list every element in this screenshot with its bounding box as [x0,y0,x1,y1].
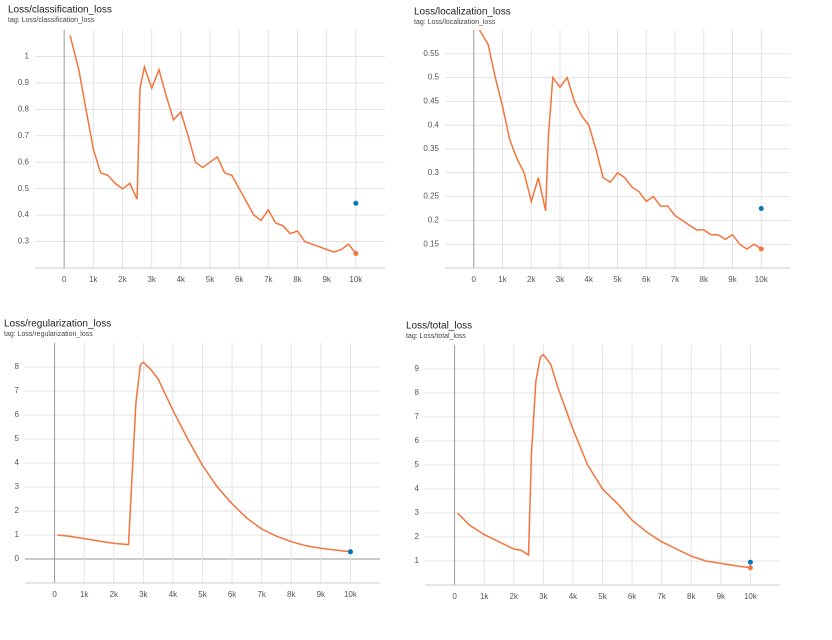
x-tick-label: 4k [177,275,186,284]
y-tick-label: 0.9 [18,78,30,87]
y-tick-label: 0.2 [428,216,440,225]
y-tick-label: 0.5 [18,184,30,193]
x-tick-label: 4k [569,592,578,601]
y-tick-label: 1 [25,52,30,61]
x-tick-label: 2k [527,275,536,284]
last-point [758,246,764,252]
y-tick-label: 6 [415,436,420,445]
x-tick-label: 2k [110,590,119,599]
y-tick-label: 3 [15,482,20,491]
y-tick-label: 5 [15,434,20,443]
y-tick-label: 0.15 [423,239,439,248]
chart-title: Loss/total_loss [406,321,472,332]
x-tick-label: 5k [198,590,207,599]
chart-subtitle: tag: Loss/total_loss [406,333,466,340]
y-tick-label: 2 [15,506,20,515]
y-tick-label: 4 [15,458,20,467]
x-tick-label: 9k [728,275,737,284]
x-tick-label: 3k [139,590,148,599]
x-tick-label: 9k [717,592,726,601]
x-tick-label: 4k [585,275,594,284]
x-tick-label: 1k [89,275,98,284]
y-tick-label: 0.55 [423,49,439,58]
x-tick-label: 10k [744,592,758,601]
last-point [353,250,359,256]
y-tick-label: 2 [415,532,420,541]
y-tick-label: 7 [415,412,420,421]
x-tick-label: 1k [480,592,489,601]
chart-title: Loss/localization_loss [414,7,511,18]
x-tick-label: 5k [613,275,622,284]
y-tick-label: 4 [415,484,420,493]
y-tick-label: 0.45 [423,97,439,106]
x-tick-label: 0 [52,590,57,599]
x-tick-label: 4k [169,590,178,599]
chart-title: Loss/regularization_loss [4,319,111,330]
y-tick-label: 0.25 [423,192,439,201]
x-tick-label: 7k [671,275,680,284]
x-tick-label: 6k [628,592,637,601]
last-point [747,565,753,571]
x-tick-label: 6k [235,275,244,284]
y-tick-label: 3 [415,508,420,517]
x-tick-label: 6k [228,590,237,599]
y-tick-label: 1 [15,530,20,539]
x-tick-label: 0 [472,275,477,284]
x-tick-label: 10k [755,275,769,284]
x-tick-label: 7k [657,592,666,601]
x-tick-label: 10k [349,275,363,284]
x-tick-label: 0 [62,275,67,284]
chart-subtitle: tag: Loss/classification_loss [8,17,95,24]
y-tick-label: 0.35 [423,144,439,153]
y-tick-label: 0.3 [18,237,30,246]
y-tick-label: 0.5 [428,73,440,82]
x-tick-label: 6k [642,275,651,284]
x-tick-label: 8k [700,275,709,284]
y-tick-label: 1 [415,556,420,565]
y-tick-label: 9 [415,364,420,373]
series-line [456,353,751,569]
chart-title: Loss/classification_loss [8,5,112,16]
y-tick-label: 0.8 [18,104,30,113]
y-tick-label: 0.6 [18,157,30,166]
series-line [478,29,762,250]
x-tick-label: 2k [118,275,127,284]
x-tick-label: 0 [452,592,457,601]
y-tick-label: 0 [15,554,20,563]
chart-subtitle: tag: Loss/regularization_loss [4,331,93,338]
x-tick-label: 9k [322,275,331,284]
x-tick-label: 3k [556,275,565,284]
x-tick-label: 10k [344,590,358,599]
y-tick-label: 8 [415,388,420,397]
x-tick-label: 1k [498,275,507,284]
x-tick-label: 8k [687,592,696,601]
chart-subtitle: tag: Loss/localization_loss [414,19,496,26]
x-tick-label: 9k [317,590,326,599]
y-tick-label: 5 [415,460,420,469]
marker-point [347,549,353,555]
x-tick-label: 8k [293,275,302,284]
y-tick-label: 0.4 [428,120,440,129]
y-tick-label: 0.7 [18,131,30,140]
x-tick-label: 3k [539,592,548,601]
y-tick-label: 6 [15,410,20,419]
series-line [57,361,351,553]
marker-point [353,200,359,206]
x-tick-label: 1k [80,590,89,599]
x-tick-label: 2k [510,592,519,601]
x-tick-label: 8k [287,590,296,599]
x-tick-label: 3k [147,275,156,284]
y-tick-label: 0.4 [18,210,30,219]
y-tick-label: 7 [15,386,20,395]
y-tick-label: 8 [15,362,20,371]
x-tick-label: 7k [264,275,273,284]
y-tick-label: 0.3 [428,168,440,177]
x-tick-label: 7k [257,590,266,599]
marker-point [758,206,764,211]
x-tick-label: 5k [206,275,215,284]
x-tick-label: 5k [598,592,607,601]
series-line [69,35,357,254]
marker-point [747,559,753,565]
